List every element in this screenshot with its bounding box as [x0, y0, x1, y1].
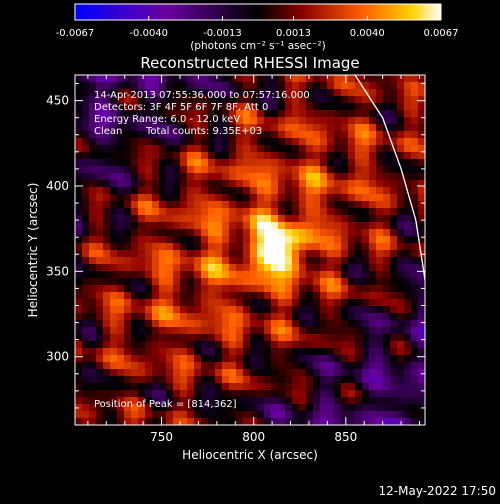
chart-title: Reconstructed RHESSI Image — [140, 54, 359, 72]
energy-range-text: Energy Range: 6.0 - 12.0 keV — [94, 114, 240, 125]
solar-limb-curve — [354, 75, 425, 280]
total-counts-text: Total counts: 9.35E+03 — [145, 126, 262, 137]
colorbar-tick-label: 0.0013 — [276, 28, 311, 39]
peak-position-text: Position of Peak = [814,362] — [94, 399, 237, 410]
colorbar-tick-label: 0.0040 — [350, 28, 385, 39]
axis-ticks: 750 800 850 300 350 400 450 — [46, 75, 425, 444]
colorbar-tick-label: -0.0013 — [203, 28, 242, 39]
plot-area: 750 800 850 300 350 400 450 14-Apr-2013 07:55:… — [46, 74, 426, 444]
colorbar-tick-label: 0.0067 — [424, 28, 459, 39]
x-axis-label: Heliocentric X (arcsec) — [182, 448, 318, 462]
y-tick-label: 300 — [46, 350, 69, 364]
colorbar-tick-label: -0.0067 — [56, 28, 95, 39]
algorithm-text: Clean — [94, 126, 122, 137]
x-tick-label: 750 — [150, 430, 173, 444]
plot-frame — [74, 74, 426, 426]
colorbar-gradient — [74, 3, 442, 21]
colorbar: -0.0067 -0.0040 -0.0013 0.0013 0.0040 0.0067 … — [56, 3, 459, 52]
y-tick-label: 350 — [46, 264, 69, 278]
x-tick-label: 850 — [334, 430, 357, 444]
footer-timestamp: 12-May-2022 17:50 — [379, 484, 496, 498]
y-axis-label: Heliocentric Y (arcsec) — [26, 183, 40, 318]
heatmap-image — [75, 75, 425, 425]
observation-info: 14-Apr-2013 07:55:36.000 to 07:57:16.000… — [94, 90, 310, 137]
colorbar-tick-label: -0.0040 — [129, 28, 168, 39]
colorbar-unit-label: (photons cm⁻² s⁻¹ asec⁻²) — [190, 40, 325, 52]
y-tick-label: 450 — [46, 94, 69, 108]
x-tick-label: 800 — [242, 430, 265, 444]
detectors-text: Detectors: 3F 4F 5F 6F 7F 8F, Att 0 — [94, 102, 268, 113]
y-tick-label: 400 — [46, 179, 69, 193]
colorbar-ticks: -0.0067 -0.0040 -0.0013 0.0013 0.0040 0.0067 — [56, 16, 459, 39]
time-range-text: 14-Apr-2013 07:55:36.000 to 07:57:16.000 — [94, 90, 310, 101]
